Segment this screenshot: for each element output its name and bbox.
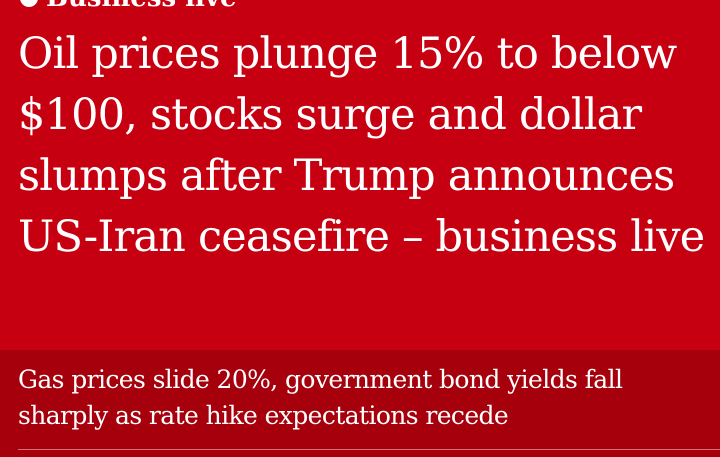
live-kicker[interactable]: Business live [20,0,237,12]
live-indicator-icon [20,0,38,7]
headline: Oil prices plunge 15% to below $100, sto… [18,29,705,262]
divider [18,449,720,450]
standfirst-section: Gas prices slide 20%, government bond yi… [0,350,720,457]
standfirst: Gas prices slide 20%, government bond yi… [18,365,623,430]
headline-section: Business live Oil prices plunge 15% to b… [0,0,720,350]
kicker-label: Business live [46,0,237,12]
